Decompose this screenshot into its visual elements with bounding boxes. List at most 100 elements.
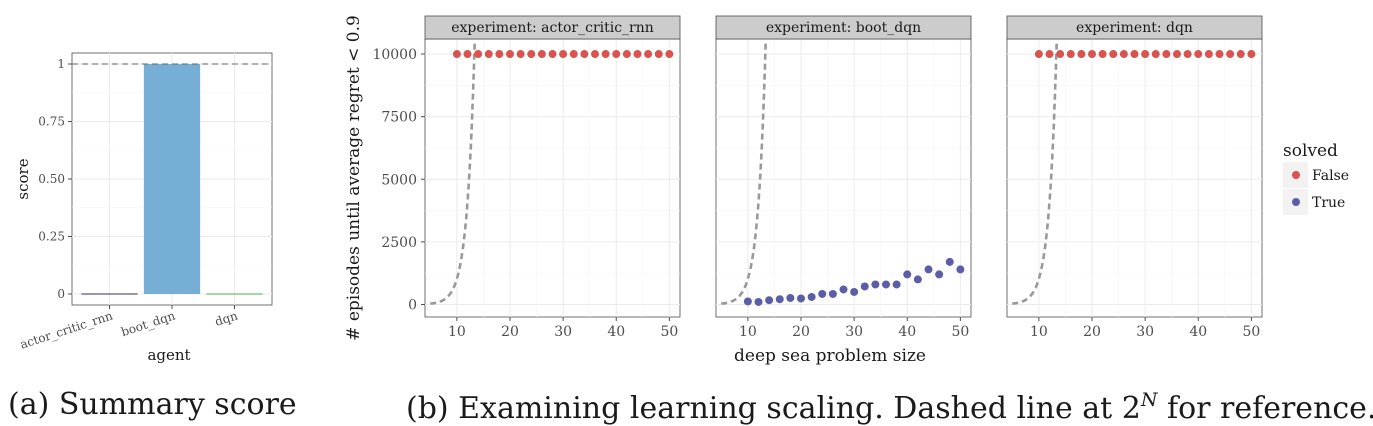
summary-x-tick-label: actor_critic_rnn	[18, 308, 114, 351]
data-point	[1226, 50, 1235, 59]
legend: solved False True	[1283, 141, 1349, 215]
summary-y-tick-label: 0.25	[38, 230, 65, 244]
data-point	[1045, 50, 1054, 59]
data-point	[591, 50, 599, 59]
data-point	[935, 270, 944, 279]
x-tick-label: 40	[1189, 324, 1207, 340]
x-tick-label: 10	[739, 324, 757, 340]
facet-strip-label: experiment: boot_dqn	[766, 20, 921, 36]
x-tick-label: 50	[951, 324, 969, 340]
legend-title: solved	[1283, 141, 1338, 161]
data-point	[665, 50, 674, 59]
x-tick-label: 30	[1136, 324, 1154, 340]
legend-label-true: True	[1312, 195, 1345, 211]
data-point	[956, 265, 965, 274]
data-point	[786, 293, 795, 302]
facet-0: experiment: actor_critic_rnn 10 20 30 40 50 0 2…	[372, 15, 681, 340]
summary-caption: (a) Summary score	[8, 387, 297, 422]
summary-x-tick-label: boot_dqn	[119, 308, 177, 339]
reference-curve-2N	[1011, 42, 1058, 305]
data-point	[559, 50, 568, 59]
x-tick-label: 10	[448, 324, 466, 340]
scaling-caption-prefix: (b) Examining learning scaling. Dashed l…	[406, 391, 1141, 426]
x-tick-label: 50	[1242, 324, 1260, 340]
facet-strip	[424, 15, 681, 40]
scaling-y-axis-title: # episodes until average regret < 0.9	[344, 15, 364, 341]
y-tick-label: 7500	[381, 110, 417, 126]
data-point	[1034, 50, 1043, 59]
summary-score-chart: 0 0.25 0.50 0.75 1 actor_critic_rnn boot_dqn d…	[8, 52, 297, 422]
data-point	[850, 287, 859, 296]
facet-strip-label: experiment: actor_critic_rnn	[451, 20, 654, 36]
data-point	[807, 292, 816, 301]
legend-dot-true	[1292, 198, 1300, 206]
data-point	[495, 50, 504, 59]
scaling-caption: (b) Examining learning scaling. Dashed l…	[406, 389, 1373, 426]
facet-panel	[715, 38, 972, 318]
data-point	[1236, 50, 1245, 59]
y-tick-label: 2500	[381, 235, 417, 251]
y-tick-label: 5000	[381, 172, 417, 188]
data-point	[1141, 50, 1150, 59]
data-point	[1088, 50, 1096, 59]
summary-bars	[81, 64, 263, 295]
scaling-chart: experiment: actor_critic_rnn 10 20 30 40 50 0 2…	[344, 15, 1373, 426]
summary-x-axis-title: agent	[147, 346, 190, 364]
summary-y-ticks: 0 0.25 0.50 0.75 1	[38, 57, 72, 301]
data-point	[860, 282, 869, 291]
data-point	[633, 50, 642, 59]
summary-y-tick-label: 0.50	[38, 172, 65, 186]
data-point	[1173, 50, 1181, 59]
data-point	[828, 289, 837, 298]
scaling-facets: experiment: actor_critic_rnn 10 20 30 40 50 0 2…	[372, 15, 1263, 340]
summary-y-tick-label: 0.75	[38, 115, 65, 129]
data-point	[580, 50, 589, 59]
data-point	[839, 285, 848, 294]
data-point	[452, 50, 461, 59]
data-point	[1194, 50, 1203, 59]
data-point	[913, 275, 922, 284]
data-point	[527, 50, 536, 59]
facet-panel	[1006, 38, 1263, 318]
facet-strip	[1006, 15, 1263, 40]
data-point	[924, 265, 933, 274]
facet-strip	[715, 15, 972, 40]
data-point	[1098, 50, 1107, 59]
scaling-caption-suffix: for reference.	[1157, 391, 1373, 426]
x-tick-label: 30	[554, 324, 572, 340]
data-point	[548, 50, 557, 59]
data-point	[484, 50, 493, 59]
data-point	[903, 270, 912, 279]
data-point	[1119, 50, 1128, 59]
data-point	[644, 50, 653, 59]
scaling-caption-superscript: N	[1140, 389, 1159, 411]
data-point	[765, 296, 774, 305]
data-point	[622, 50, 631, 59]
data-point	[1109, 50, 1118, 59]
bar-actor_critic_rnn	[81, 293, 138, 295]
data-point	[1247, 50, 1256, 59]
summary-y-tick-label: 0	[57, 287, 65, 301]
data-point	[474, 50, 483, 59]
facet-1: experiment: boot_dqn 10 20 30 40 50	[715, 15, 972, 340]
x-tick-label: 10	[1030, 324, 1048, 340]
reference-curve-2N	[429, 42, 476, 305]
data-point	[1077, 50, 1086, 59]
bar-dqn	[206, 293, 263, 295]
data-point	[945, 257, 954, 266]
y-tick-label: 10000	[372, 47, 417, 63]
x-tick-label: 20	[792, 324, 810, 340]
bar-boot_dqn	[143, 64, 201, 294]
data-point	[537, 50, 546, 59]
data-point	[1162, 50, 1171, 59]
x-tick-label: 20	[1083, 324, 1101, 340]
data-point	[797, 294, 805, 303]
data-point	[1183, 50, 1192, 59]
x-tick-label: 20	[501, 324, 519, 340]
x-tick-label: 30	[845, 324, 863, 340]
facet-strip-label: experiment: dqn	[1076, 20, 1193, 36]
data-point	[463, 50, 472, 59]
legend-dot-false	[1292, 171, 1300, 179]
facet-panel	[424, 38, 681, 318]
